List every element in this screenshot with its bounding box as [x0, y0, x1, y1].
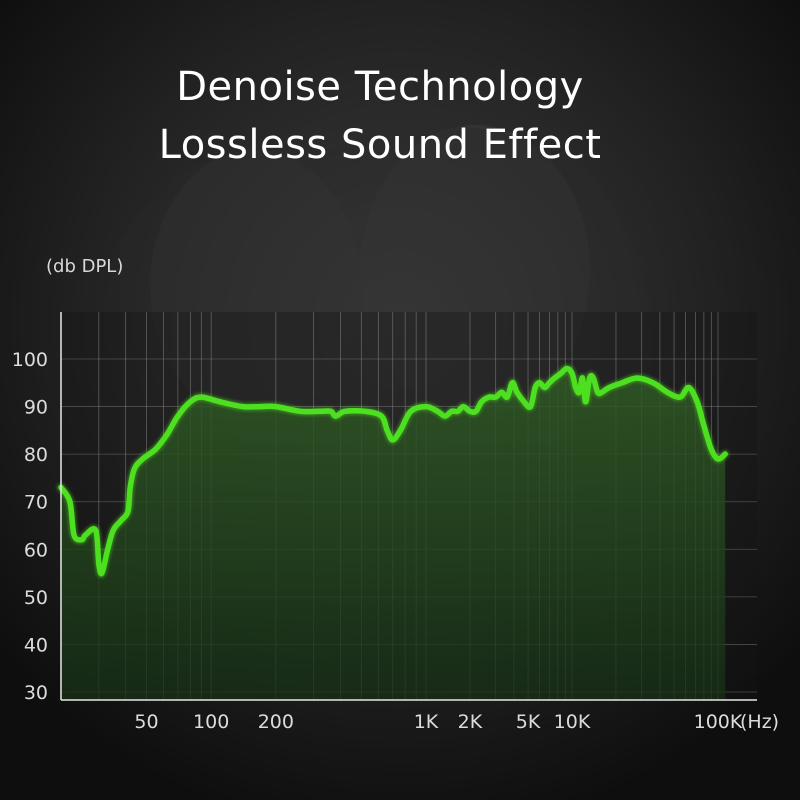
x-tick-label: 2K [458, 711, 483, 733]
y-axis-tick-labels: 100 90 80 70 60 50 40 30 [12, 349, 48, 704]
y-tick-label: 90 [24, 397, 48, 419]
x-axis-tick-labels: 50 100 200 1K 2K 5K 10K 100K(Hz) [134, 711, 779, 733]
response-curve-group [56, 364, 730, 579]
y-tick-label: 50 [24, 587, 48, 609]
title-line-2: Lossless Sound Effect [158, 122, 602, 168]
y-axis-unit-label: (db DPL) [46, 256, 124, 277]
y-tick-label: 60 [24, 539, 48, 561]
x-tick-label: 100 [193, 711, 229, 733]
x-tick-label: 200 [258, 711, 294, 733]
y-tick-label: 100 [12, 349, 48, 371]
y-tick-label: 40 [24, 634, 48, 656]
x-tick-label: 5K [516, 711, 541, 733]
y-tick-label: 80 [24, 444, 48, 466]
title-line-1: Denoise Technology [176, 64, 584, 110]
response-curve [58, 365, 728, 577]
response-area [61, 368, 726, 700]
x-tick-label: 1K [414, 711, 439, 733]
response-area-fill [61, 368, 726, 700]
x-tick-label: 10K [554, 711, 591, 733]
x-axis-unit-label: (Hz) [740, 711, 779, 733]
chart-axes [60, 312, 757, 701]
y-tick-label: 70 [24, 492, 48, 514]
x-tick-label: 100K [694, 711, 743, 733]
x-tick-label: 50 [134, 711, 158, 733]
y-tick-label: 30 [24, 682, 48, 704]
